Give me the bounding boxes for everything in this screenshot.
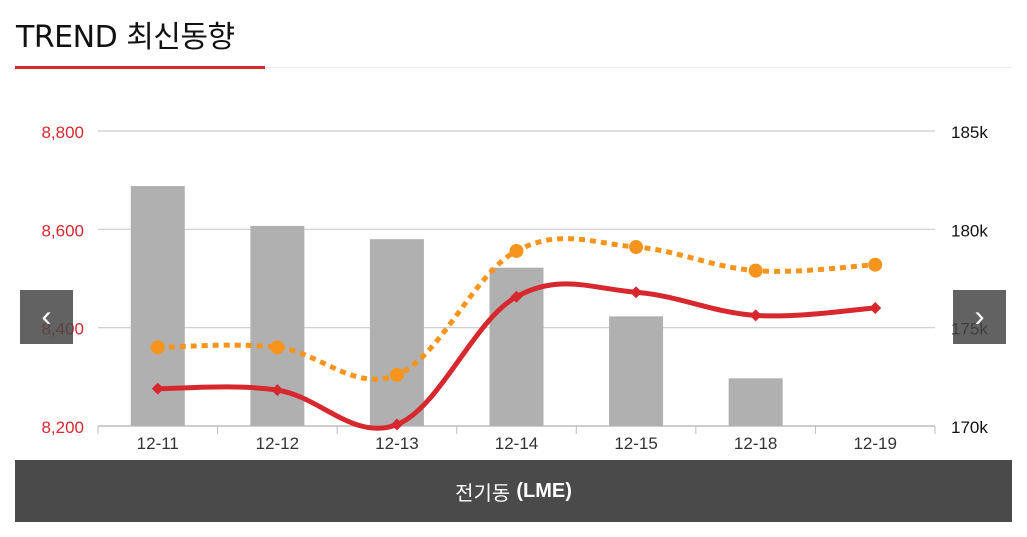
dotted-series-point: [629, 240, 644, 255]
x-axis-tick-label: 12-19: [853, 434, 896, 453]
dotted-series-point: [509, 243, 524, 258]
commodity-caption-bar[interactable]: 전기동 (LME): [15, 460, 1012, 522]
dotted-series-point: [868, 257, 883, 272]
solid-series-point: [271, 384, 284, 397]
left-axis-tick-label: 8,800: [41, 123, 84, 142]
solid-series-point: [390, 418, 403, 431]
solid-series-point: [749, 309, 762, 322]
x-axis-tick-label: 12-14: [495, 434, 538, 453]
left-axis-tick-label: 8,200: [41, 418, 84, 437]
right-axis-tick-label: 185k: [951, 123, 988, 142]
solid-series-point: [869, 302, 882, 314]
left-axis-tick-label: 8,600: [41, 221, 84, 240]
title-underline: [15, 66, 265, 69]
solid-series-point: [630, 286, 643, 299]
x-axis-tick-label: 12-18: [734, 434, 777, 453]
prev-arrow-button[interactable]: ‹: [20, 290, 73, 344]
x-axis-tick-label: 12-11: [137, 434, 179, 453]
right-axis-tick-label: 180k: [951, 221, 988, 240]
dotted-series-point: [389, 367, 404, 382]
x-axis-tick-label: 12-12: [256, 434, 299, 453]
bar: [728, 378, 783, 426]
dotted-series-point: [748, 263, 763, 278]
bar: [609, 316, 664, 426]
x-axis-tick-label: 12-15: [614, 434, 657, 453]
commodity-exchange: (LME): [516, 479, 572, 502]
chevron-right-icon: ›: [974, 300, 985, 333]
page-title: TREND 최신동향: [16, 20, 235, 55]
commodity-name: 전기동: [455, 482, 511, 505]
right-axis-tick-label: 170k: [951, 418, 988, 437]
solid-series-point: [510, 290, 523, 303]
chevron-left-icon: ‹: [41, 300, 52, 333]
x-axis-tick-label: 12-13: [375, 434, 418, 453]
title-divider: [265, 67, 1012, 68]
dotted-series-point: [270, 340, 285, 355]
solid-series-point: [151, 382, 164, 395]
dotted-series-point: [150, 340, 165, 355]
next-arrow-button[interactable]: ›: [953, 290, 1006, 344]
bar: [369, 239, 424, 426]
